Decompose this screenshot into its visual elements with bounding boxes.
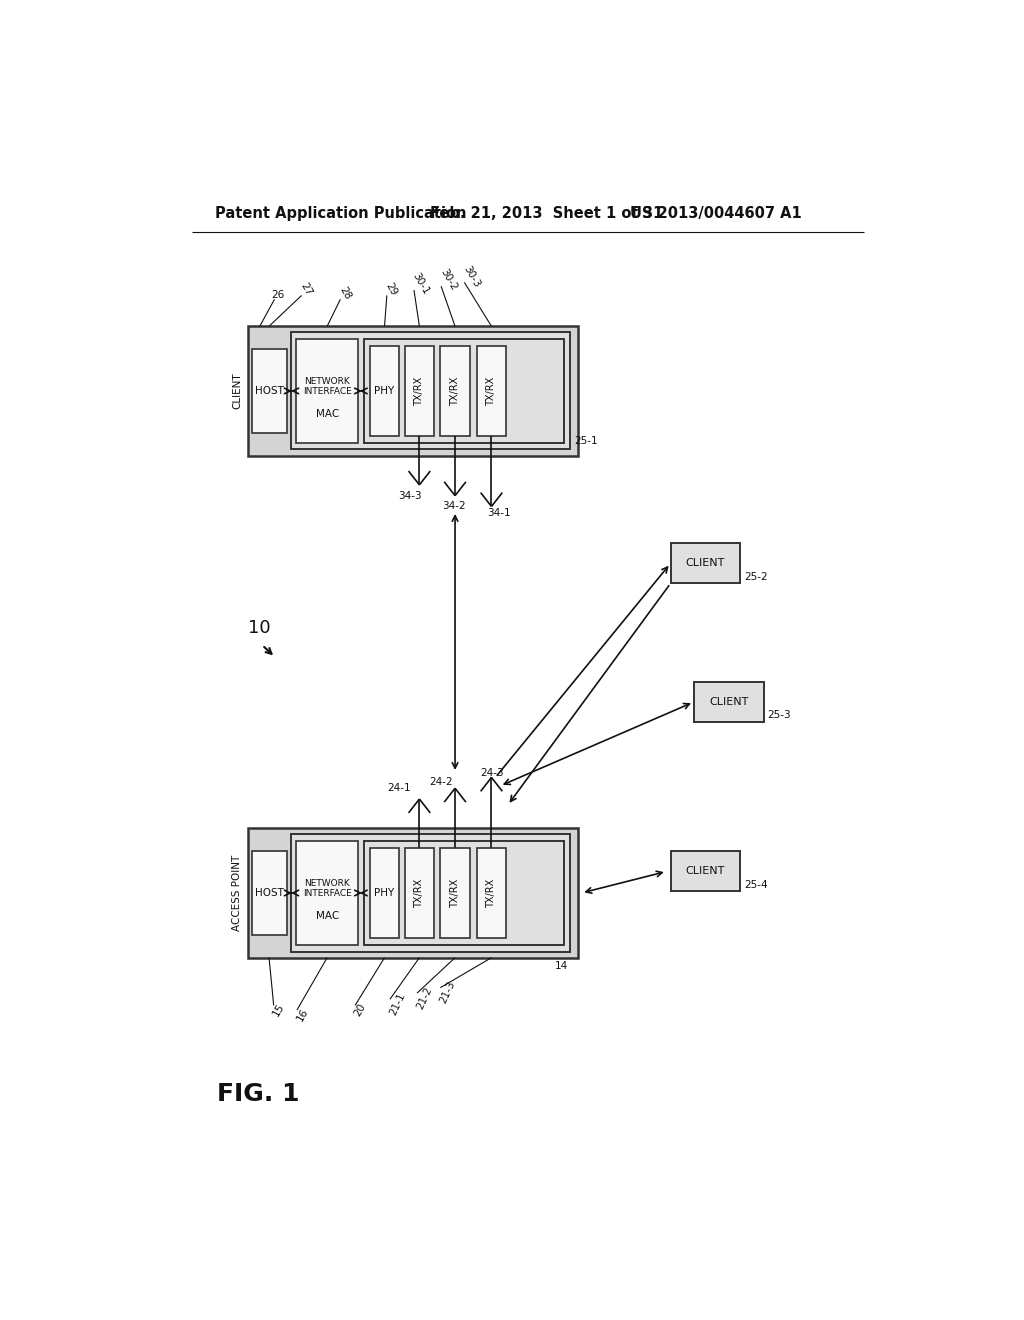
Bar: [291, 834, 569, 952]
Bar: [404, 847, 434, 939]
Text: 25-3: 25-3: [767, 710, 791, 721]
Text: TX/RX: TX/RX: [415, 376, 424, 405]
Text: MAC: MAC: [315, 911, 339, 921]
Text: 30-3: 30-3: [461, 264, 481, 289]
Bar: [693, 682, 764, 722]
Text: 25-2: 25-2: [744, 572, 768, 582]
Text: 24-2: 24-2: [429, 777, 453, 787]
Text: TX/RX: TX/RX: [451, 376, 460, 405]
Bar: [477, 847, 506, 939]
Bar: [248, 326, 578, 455]
Text: 20: 20: [352, 1002, 368, 1018]
Bar: [252, 350, 287, 433]
Text: 24-3: 24-3: [480, 768, 504, 777]
Bar: [296, 339, 358, 444]
Text: TX/RX: TX/RX: [486, 878, 497, 908]
Text: Feb. 21, 2013  Sheet 1 of 31: Feb. 21, 2013 Sheet 1 of 31: [430, 206, 664, 222]
Text: 30-2: 30-2: [438, 268, 459, 293]
Text: NETWORK
INTERFACE: NETWORK INTERFACE: [303, 376, 351, 396]
Bar: [364, 841, 563, 945]
Bar: [671, 851, 740, 891]
Bar: [370, 346, 399, 437]
Bar: [440, 346, 470, 437]
Text: 10: 10: [248, 619, 270, 638]
Bar: [404, 346, 434, 437]
Bar: [291, 333, 569, 449]
Text: 29: 29: [384, 281, 399, 297]
Text: CLIENT: CLIENT: [686, 558, 725, 569]
Text: HOST: HOST: [255, 888, 284, 898]
Text: NETWORK
INTERFACE: NETWORK INTERFACE: [303, 879, 351, 898]
Text: 25-4: 25-4: [744, 880, 768, 890]
Text: 25-1: 25-1: [574, 437, 598, 446]
Text: MAC: MAC: [315, 409, 339, 418]
Text: 30-1: 30-1: [411, 271, 431, 297]
Text: 16: 16: [295, 1006, 310, 1023]
Text: 21-2: 21-2: [415, 985, 434, 1011]
Text: 21-3: 21-3: [438, 979, 457, 1005]
Text: CLIENT: CLIENT: [709, 697, 749, 708]
Text: 14: 14: [555, 961, 568, 970]
Bar: [370, 847, 399, 939]
Text: TX/RX: TX/RX: [415, 878, 424, 908]
Text: CLIENT: CLIENT: [686, 866, 725, 876]
Text: 28: 28: [337, 285, 352, 301]
Text: 15: 15: [271, 1002, 287, 1018]
Text: 26: 26: [271, 290, 285, 301]
Text: 34-3: 34-3: [398, 491, 422, 500]
Text: TX/RX: TX/RX: [451, 878, 460, 908]
Text: TX/RX: TX/RX: [486, 376, 497, 405]
Bar: [248, 829, 578, 958]
Text: HOST: HOST: [255, 385, 284, 396]
Text: 34-2: 34-2: [442, 502, 466, 511]
Bar: [440, 847, 470, 939]
Text: 27: 27: [299, 281, 313, 297]
Text: Patent Application Publication: Patent Application Publication: [215, 206, 466, 222]
Bar: [296, 841, 358, 945]
Text: FIG. 1: FIG. 1: [217, 1082, 300, 1106]
Text: ACCESS POINT: ACCESS POINT: [232, 855, 243, 931]
Text: PHY: PHY: [375, 385, 394, 396]
Text: PHY: PHY: [375, 888, 394, 898]
Text: US 2013/0044607 A1: US 2013/0044607 A1: [630, 206, 802, 222]
Bar: [364, 339, 563, 444]
Text: 21-1: 21-1: [388, 991, 407, 1016]
Text: 34-1: 34-1: [487, 508, 511, 517]
Bar: [671, 544, 740, 583]
Text: CLIENT: CLIENT: [232, 372, 243, 409]
Text: 24-1: 24-1: [388, 783, 412, 793]
Bar: [252, 851, 287, 935]
Bar: [477, 346, 506, 437]
